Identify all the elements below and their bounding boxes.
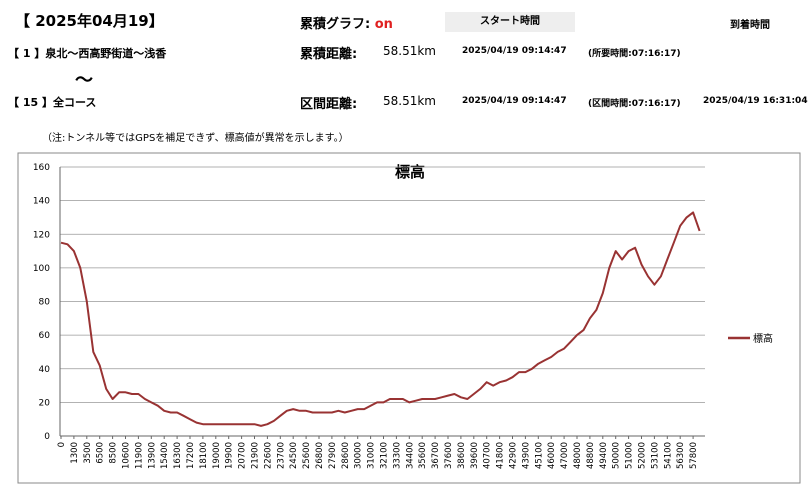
y-tick-label: 0 <box>44 432 50 442</box>
x-tick-label: 28600 <box>341 442 351 469</box>
x-tick-label: 17200 <box>186 442 196 469</box>
x-tick-label: 53100 <box>650 442 660 469</box>
x-tick-label: 41800 <box>496 442 506 469</box>
x-tick-label: 27900 <box>328 442 338 469</box>
x-tick-label: 34400 <box>405 442 415 469</box>
x-tick-label: 23700 <box>276 442 286 469</box>
x-tick-label: 20700 <box>238 442 248 469</box>
x-tick-label: 51000 <box>625 442 635 469</box>
x-tick-label: 13900 <box>147 442 157 469</box>
arrival-time: 2025/04/19 16:31:04 <box>703 96 808 106</box>
x-tick-label: 32100 <box>380 442 390 469</box>
x-tick-label: 18100 <box>199 442 209 469</box>
arrival-label: 到着時間 <box>730 20 770 31</box>
y-tick-label: 20 <box>39 398 51 408</box>
x-tick-label: 6500 <box>96 442 106 464</box>
x-tick-label: 1300 <box>70 442 80 464</box>
start-time: 2025/04/19 09:14:47 <box>462 96 567 106</box>
x-tick-label: 19900 <box>225 442 235 469</box>
x-tick-label: 42900 <box>509 442 519 469</box>
x-tick-label: 8500 <box>109 442 119 464</box>
x-tick-label: 0 <box>57 442 67 447</box>
y-tick-label: 40 <box>39 365 51 375</box>
chart-frame <box>17 152 801 484</box>
x-tick-label: 46000 <box>547 442 557 469</box>
distance: 58.51km <box>383 94 436 108</box>
x-tick-label: 15400 <box>160 442 170 469</box>
x-tick-label: 16300 <box>173 442 183 469</box>
x-tick-label: 10600 <box>122 442 132 469</box>
duration: (所要時間:07:16:17) <box>588 49 681 59</box>
legend-label: 標高 <box>753 332 773 345</box>
x-tick-label: 21900 <box>251 442 261 469</box>
x-tick-label: 25600 <box>302 442 312 469</box>
y-tick-label: 120 <box>33 230 50 240</box>
graph-state: on <box>374 17 393 32</box>
y-tick-label: 140 <box>33 197 50 207</box>
x-tick-label: 48000 <box>573 442 583 469</box>
distance-label: 区間距離: <box>300 97 358 112</box>
x-tick-label: 3500 <box>83 442 93 464</box>
x-tick-label: 19000 <box>212 442 222 469</box>
x-tick-label: 43900 <box>521 442 531 469</box>
x-tick-label: 47000 <box>560 442 570 469</box>
course: 【 15 】全コース <box>8 96 97 109</box>
x-tick-label: 31000 <box>367 442 377 469</box>
note: （注:トンネル等ではGPSを補足できず、標高値が異常を示します。） <box>42 133 349 144</box>
x-tick-label: 45100 <box>534 442 544 469</box>
date: 【 2025年04月19】 <box>15 12 164 30</box>
x-tick-label: 40700 <box>483 442 493 469</box>
x-tick-label: 52000 <box>638 442 648 469</box>
line-series <box>60 211 701 427</box>
x-tick-label: 11900 <box>134 442 144 469</box>
graph-label-text: 累積グラフ: <box>300 17 371 32</box>
x-tick-label: 57800 <box>689 442 699 469</box>
y-tick-label: 100 <box>33 264 50 274</box>
x-tick-label: 49400 <box>599 442 609 469</box>
x-tick-label: 22600 <box>263 442 273 469</box>
duration: (区間時間:07:16:17) <box>588 99 681 109</box>
y-tick-label: 80 <box>39 298 51 308</box>
x-tick-label: 36700 <box>431 442 441 469</box>
x-tick-label: 38600 <box>457 442 467 469</box>
tilde: ～ <box>75 70 93 91</box>
x-tick-label: 35600 <box>418 442 428 469</box>
distance-label: 累積距離: <box>300 47 358 62</box>
graph-label: 累積グラフ: on <box>300 13 393 32</box>
start-label: スタート時間 <box>445 12 575 32</box>
y-tick-label: 160 <box>33 163 50 173</box>
start-time: 2025/04/19 09:14:47 <box>462 46 567 56</box>
x-tick-label: 56300 <box>676 442 686 469</box>
distance: 58.51km <box>383 44 436 58</box>
course: 【 1 】泉北～西高野街道～浅香 <box>8 47 167 60</box>
x-tick-label: 30000 <box>354 442 364 469</box>
x-tick-label: 48800 <box>586 442 596 469</box>
x-tick-label: 24500 <box>289 442 299 469</box>
x-tick-label: 33300 <box>392 442 402 469</box>
x-tick-label: 26800 <box>315 442 325 469</box>
x-tick-label: 39600 <box>470 442 480 469</box>
x-tick-label: 50000 <box>612 442 622 469</box>
y-tick-label: 60 <box>39 331 51 341</box>
x-tick-label: 37600 <box>444 442 454 469</box>
x-tick-label: 54100 <box>663 442 673 469</box>
chart-title: 標高 <box>395 163 425 181</box>
